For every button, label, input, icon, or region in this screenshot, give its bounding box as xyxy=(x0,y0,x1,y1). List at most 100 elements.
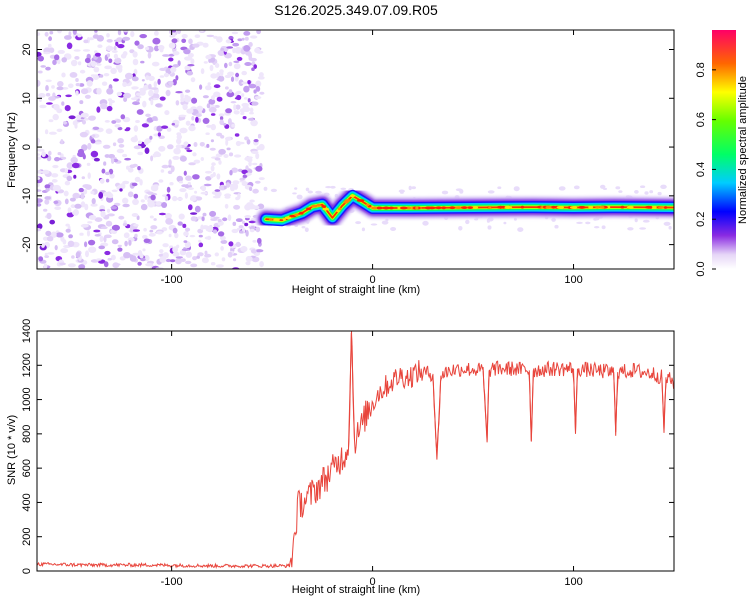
noise-speck xyxy=(149,215,154,219)
noise-speck xyxy=(45,92,51,97)
noise-speck xyxy=(183,240,188,243)
noise-speck xyxy=(68,83,74,89)
haze-speck xyxy=(390,227,397,231)
noise-speck xyxy=(140,199,145,203)
noise-speck xyxy=(224,203,229,209)
ridge-hotspot xyxy=(370,206,379,210)
noise-speck xyxy=(185,89,191,93)
noise-speck xyxy=(153,218,157,221)
noise-speck xyxy=(88,239,96,246)
haze-speck xyxy=(361,227,365,232)
noise-speck xyxy=(225,39,232,44)
noise-speck xyxy=(37,183,40,187)
noise-speck xyxy=(169,182,174,186)
noise-speck xyxy=(144,139,149,146)
noise-speck xyxy=(205,132,210,135)
noise-speck xyxy=(133,145,142,150)
noise-speck xyxy=(176,138,182,145)
haze-speck xyxy=(639,227,646,230)
noise-speck xyxy=(137,250,143,256)
noise-speck xyxy=(228,241,234,247)
noise-speck xyxy=(105,45,114,52)
noise-speck xyxy=(39,104,47,109)
noise-speck xyxy=(61,101,65,106)
noise-speck xyxy=(104,120,110,123)
noise-speck xyxy=(161,125,169,129)
noise-speck xyxy=(122,222,128,227)
noise-speck xyxy=(175,91,183,94)
noise-speck xyxy=(131,76,139,82)
noise-speck xyxy=(76,119,84,123)
noise-speck xyxy=(159,256,167,263)
noise-speck xyxy=(240,112,245,115)
snr-x-tick-label: 100 xyxy=(564,576,582,588)
noise-speck xyxy=(175,256,183,259)
noise-speck xyxy=(139,179,143,186)
noise-speck xyxy=(235,104,241,110)
noise-speck xyxy=(172,251,180,257)
noise-speck xyxy=(122,197,129,204)
noise-speck xyxy=(171,38,178,44)
noise-speck xyxy=(218,148,226,155)
noise-speck xyxy=(90,150,99,158)
noise-speck xyxy=(152,153,157,158)
noise-speck xyxy=(180,92,184,100)
ridge-hotspot xyxy=(488,206,492,209)
noise-speck xyxy=(60,236,65,242)
noise-speck xyxy=(159,67,167,71)
noise-speck xyxy=(44,255,50,258)
noise-speck xyxy=(54,206,62,210)
haze-speck xyxy=(503,221,507,225)
noise-speck xyxy=(51,85,55,89)
haze-speck xyxy=(615,186,621,190)
noise-speck xyxy=(259,261,264,268)
noise-speck xyxy=(181,184,188,188)
noise-speck xyxy=(199,142,205,147)
noise-speck xyxy=(41,242,45,248)
noise-speck xyxy=(43,263,48,269)
noise-speck xyxy=(169,259,176,263)
colorbar-tick-label: 0.4 xyxy=(695,162,707,177)
noise-speck xyxy=(210,123,216,131)
noise-speck xyxy=(195,113,202,117)
ridge-hotspot xyxy=(520,205,525,209)
noise-speck xyxy=(181,38,187,43)
noise-speck xyxy=(232,221,237,226)
noise-speck xyxy=(234,63,240,69)
haze-speck xyxy=(263,186,268,191)
noise-speck xyxy=(94,52,101,57)
noise-speck xyxy=(166,127,172,132)
noise-speck xyxy=(127,191,134,198)
noise-speck xyxy=(52,113,59,121)
noise-speck xyxy=(187,187,194,191)
noise-speck xyxy=(72,30,77,35)
noise-speck xyxy=(191,116,195,121)
noise-speck xyxy=(90,203,98,207)
noise-speck xyxy=(80,88,89,95)
noise-speck xyxy=(103,191,109,197)
noise-speck xyxy=(153,184,160,187)
noise-speck xyxy=(87,221,93,224)
noise-speck xyxy=(107,213,115,217)
noise-speck xyxy=(149,229,154,233)
haze-speck xyxy=(657,191,662,196)
haze-speck xyxy=(381,220,389,225)
noise-speck xyxy=(181,248,190,251)
noise-speck xyxy=(225,136,232,141)
noise-speck xyxy=(129,49,135,54)
noise-speck xyxy=(144,194,148,200)
noise-speck xyxy=(200,68,205,75)
noise-speck xyxy=(225,182,231,188)
noise-speck xyxy=(61,57,67,63)
noise-speck xyxy=(54,157,60,162)
noise-speck xyxy=(141,79,145,82)
noise-speck xyxy=(197,252,204,257)
noise-speck xyxy=(238,79,244,86)
noise-speck xyxy=(205,85,212,91)
noise-speck xyxy=(46,236,54,242)
noise-speck xyxy=(119,188,123,192)
noise-speck xyxy=(79,232,84,236)
noise-speck xyxy=(184,227,191,232)
noise-speck xyxy=(61,72,66,78)
noise-speck xyxy=(134,233,138,238)
